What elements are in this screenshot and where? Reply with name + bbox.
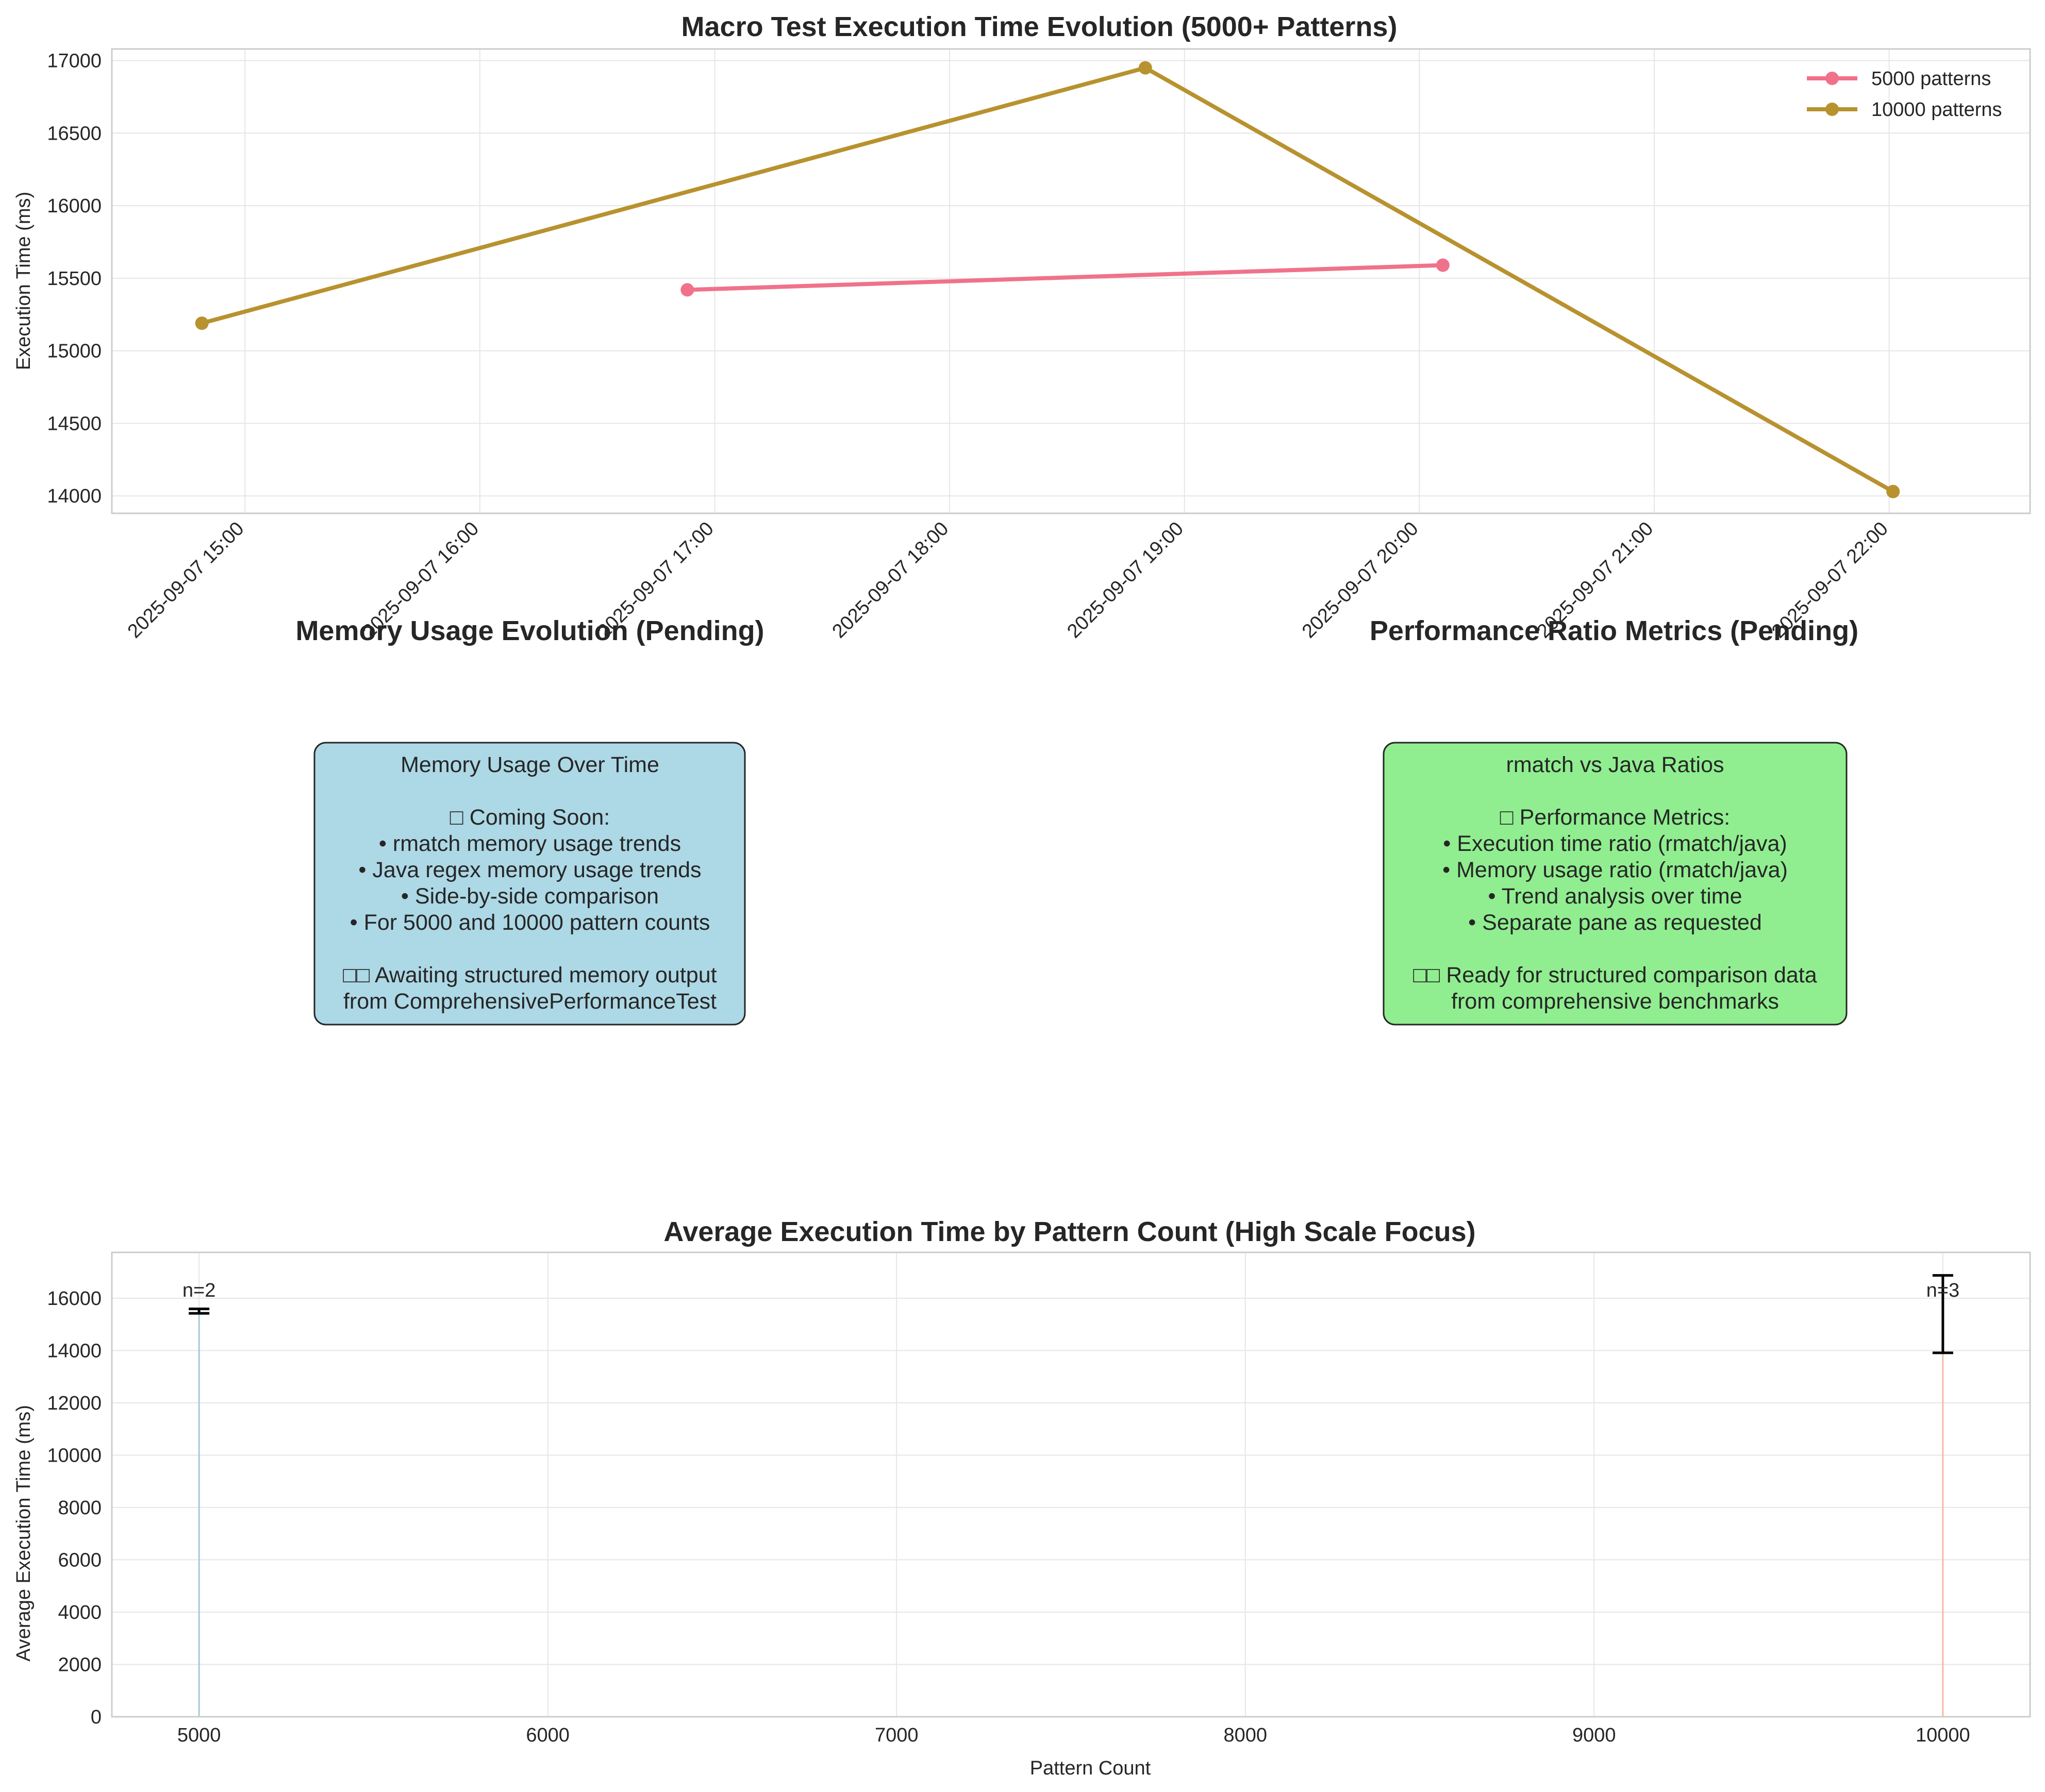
legend-marker (1825, 103, 1839, 116)
info-text-line: rmatch vs Java Ratios (1506, 752, 1724, 777)
bar-chart-x-tick-label: 7000 (875, 1724, 919, 1746)
bar-chart-x-axis-label: Pattern Count (1030, 1757, 1151, 1779)
bar-chart-x-tick-label: 8000 (1223, 1724, 1267, 1746)
line-chart-frame (111, 48, 2031, 514)
info-text-line: • Java regex memory usage trends (358, 858, 701, 882)
bar (1942, 1314, 1944, 1717)
bar-count-label: n=2 (182, 1280, 215, 1301)
ratio-info-box (1383, 742, 1848, 1026)
line-chart-y-tick-label: 15500 (47, 268, 102, 290)
info-text-line: □ Coming Soon: (450, 805, 610, 830)
series-line (685, 263, 1445, 292)
legend-label: 5000 patterns (1871, 68, 1991, 90)
info-text-line: • rmatch memory usage trends (379, 831, 681, 856)
line-chart-legend: 5000 patterns 10000 patterns (1807, 68, 2002, 121)
bar-chart-y-tick-label: 10000 (47, 1445, 102, 1466)
memory-panel: Memory Usage Evolution (Pending) Memory … (295, 615, 764, 1026)
info-text-line: □ Performance Metrics: (1500, 805, 1731, 830)
bar-chart-y-tick-label: 16000 (47, 1288, 102, 1310)
ratio-panel-title: Performance Ratio Metrics (Pending) (1370, 615, 1858, 646)
line-chart-y-tick-label: 17000 (47, 51, 102, 72)
bar-chart-y-tick-label: 4000 (58, 1602, 102, 1623)
ratio-info-text: rmatch vs Java Ratios □ Performance Metri… (1413, 752, 1817, 1014)
line-chart-y-axis-label: Execution Time (ms) (13, 192, 35, 370)
info-text-line: Memory Usage Over Time (401, 752, 659, 777)
line-chart-y-tick-label: 15000 (47, 341, 102, 362)
bar-chart-y-axis-label: Average Execution Time (ms) (13, 1405, 35, 1662)
ratio-panel: Performance Ratio Metrics (Pending) rmat… (1370, 615, 1858, 1026)
bar-chart-y-tick-label: 2000 (58, 1654, 102, 1676)
bar-chart-y-tick-label: 6000 (58, 1549, 102, 1571)
line-chart-series (195, 61, 1900, 498)
bar-chart-y-tick-label: 8000 (58, 1497, 102, 1519)
bar-chart-frame (111, 1251, 2031, 1718)
memory-info-box (313, 742, 746, 1026)
bar-chart-x-tick-label: 5000 (177, 1724, 221, 1746)
info-text-line: • Separate pane as requested (1468, 910, 1762, 935)
data-point (680, 283, 694, 297)
info-text-line: • Execution time ratio (rmatch/java) (1443, 831, 1787, 856)
bar-chart-y-tick-label: 12000 (47, 1393, 102, 1414)
info-text-line: • For 5000 and 10000 pattern counts (350, 910, 710, 935)
line-chart-y-tick-label: 14500 (47, 413, 102, 434)
bar-chart-ticks: 5000 6000 7000 8000 9000 10000 0 2000 4000 6000 80… (47, 1288, 1970, 1746)
memory-panel-title: Memory Usage Evolution (Pending) (295, 615, 764, 646)
info-text-line: □□ Ready for structured comparison data (1413, 963, 1817, 987)
bar-chart-x-tick-label: 6000 (526, 1724, 570, 1746)
line-chart-title: Macro Test Execution Time Evolution (500… (681, 11, 1398, 42)
info-text-line: • Side-by-side comparison (401, 884, 659, 909)
data-point (195, 316, 209, 330)
info-text-line: • Memory usage ratio (rmatch/java) (1442, 858, 1788, 882)
bar-chart-y-tick-label: 0 (91, 1706, 102, 1728)
bar-count-label: n=3 (1926, 1280, 1959, 1301)
info-text-line: from ComprehensivePerformanceTest (343, 989, 717, 1014)
bar-chart-x-tick-label: 10000 (1916, 1724, 1970, 1746)
bar (198, 1311, 200, 1717)
bar-chart-x-tick-label: 9000 (1572, 1724, 1616, 1746)
memory-info-text: Memory Usage Over Time □ Coming Soon:• rm… (343, 752, 717, 1014)
line-chart-y-tick-label: 16000 (47, 195, 102, 217)
data-point (1436, 258, 1450, 272)
info-text-line: from comprehensive benchmarks (1451, 989, 1779, 1014)
bar-chart-bars: n=2 n=3 (182, 1274, 1959, 1717)
info-text-line: • Trend analysis over time (1488, 884, 1742, 909)
data-point (1138, 61, 1152, 75)
info-text-line: □□ Awaiting structured memory output (343, 963, 717, 987)
line-chart-y-tick-label: 16500 (47, 123, 102, 144)
legend-label: 10000 patterns (1871, 99, 2002, 121)
bar-chart-panel: Average Execution Time by Pattern Count … (13, 1216, 2031, 1779)
line-chart-y-tick-label: 14000 (47, 485, 102, 507)
legend-marker (1825, 72, 1839, 85)
bar-chart-y-tick-label: 14000 (47, 1340, 102, 1362)
bar-chart-title: Average Execution Time by Pattern Count … (663, 1216, 1475, 1247)
data-point (1886, 484, 1900, 498)
